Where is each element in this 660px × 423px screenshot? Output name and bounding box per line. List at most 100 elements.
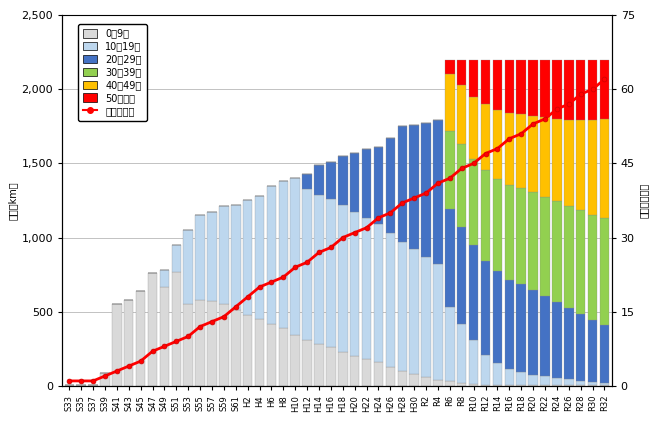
- Bar: [290, 335, 300, 386]
- Bar: [374, 224, 383, 362]
- Bar: [516, 188, 526, 284]
- Bar: [469, 60, 478, 97]
- 平均経年数: [494, 146, 502, 151]
- Bar: [350, 356, 360, 386]
- Bar: [588, 385, 597, 386]
- Bar: [480, 170, 490, 261]
- 平均経年数: [434, 181, 442, 186]
- Bar: [576, 314, 585, 381]
- 平均経年数: [398, 201, 406, 206]
- Bar: [421, 124, 431, 257]
- Bar: [588, 320, 597, 382]
- Bar: [492, 110, 502, 179]
- Bar: [421, 377, 431, 386]
- Bar: [469, 385, 478, 386]
- Bar: [445, 131, 455, 209]
- 平均経年数: [267, 280, 275, 285]
- 平均経年数: [374, 215, 382, 220]
- 平均経年数: [184, 334, 192, 339]
- Bar: [600, 218, 609, 325]
- Bar: [492, 385, 502, 386]
- Bar: [457, 227, 467, 324]
- Bar: [541, 296, 550, 376]
- Bar: [469, 159, 478, 245]
- 平均経年数: [411, 195, 418, 201]
- Bar: [267, 324, 276, 386]
- Bar: [433, 121, 443, 264]
- Bar: [469, 245, 478, 340]
- 平均経年数: [350, 230, 358, 235]
- Bar: [588, 382, 597, 385]
- Bar: [219, 206, 228, 304]
- Bar: [457, 144, 467, 227]
- 平均経年数: [244, 294, 251, 299]
- Bar: [541, 118, 550, 197]
- Bar: [576, 120, 585, 210]
- 平均経年数: [506, 136, 513, 141]
- 平均経年数: [327, 245, 335, 250]
- Bar: [457, 383, 467, 386]
- 平均経年数: [386, 210, 394, 215]
- Bar: [183, 304, 193, 386]
- Bar: [172, 272, 181, 386]
- Bar: [195, 215, 205, 300]
- Bar: [492, 271, 502, 363]
- Bar: [267, 186, 276, 324]
- Bar: [255, 319, 264, 386]
- Bar: [195, 300, 205, 386]
- Bar: [504, 369, 514, 385]
- Bar: [552, 302, 562, 378]
- Legend: 0～9年, 10～19年, 20～29年, 30～39年, 40～49年, 50年以上, 平均経年数: 0～9年, 10～19年, 20～29年, 30～39年, 40～49年, 50…: [78, 24, 147, 121]
- Bar: [100, 373, 110, 386]
- 平均経年数: [339, 235, 346, 240]
- Text: 延長（km）: 延長（km）: [8, 181, 18, 220]
- Bar: [160, 270, 169, 286]
- Bar: [528, 60, 538, 116]
- Bar: [326, 347, 336, 386]
- 平均経年数: [77, 379, 85, 384]
- Bar: [183, 230, 193, 304]
- Bar: [279, 181, 288, 328]
- Bar: [541, 385, 550, 386]
- Bar: [504, 60, 514, 113]
- 平均経年数: [362, 225, 370, 230]
- Bar: [255, 196, 264, 319]
- Bar: [469, 97, 478, 159]
- Bar: [528, 385, 538, 386]
- Bar: [457, 60, 467, 85]
- Bar: [480, 261, 490, 355]
- Bar: [172, 245, 181, 272]
- Bar: [350, 153, 360, 212]
- Bar: [243, 315, 252, 386]
- Bar: [362, 148, 372, 218]
- 平均経年数: [89, 379, 97, 384]
- Bar: [445, 209, 455, 307]
- Bar: [528, 192, 538, 290]
- Bar: [504, 385, 514, 386]
- Bar: [504, 185, 514, 280]
- Bar: [409, 125, 419, 250]
- Bar: [480, 355, 490, 385]
- 平均経年数: [255, 284, 263, 289]
- Bar: [588, 214, 597, 320]
- Bar: [588, 60, 597, 120]
- Bar: [564, 60, 574, 120]
- Bar: [552, 385, 562, 386]
- Bar: [516, 284, 526, 372]
- 平均経年数: [172, 339, 180, 344]
- Bar: [362, 218, 372, 359]
- Bar: [516, 60, 526, 115]
- Bar: [445, 74, 455, 131]
- 平均経年数: [529, 121, 537, 126]
- Bar: [600, 383, 609, 385]
- Bar: [290, 178, 300, 335]
- Bar: [564, 385, 574, 386]
- Bar: [445, 382, 455, 386]
- Bar: [314, 344, 324, 386]
- 平均経年数: [458, 166, 466, 171]
- Bar: [564, 120, 574, 206]
- 平均経年数: [220, 314, 228, 319]
- Bar: [480, 104, 490, 170]
- 平均経年数: [125, 363, 133, 368]
- 平均経年数: [137, 359, 145, 364]
